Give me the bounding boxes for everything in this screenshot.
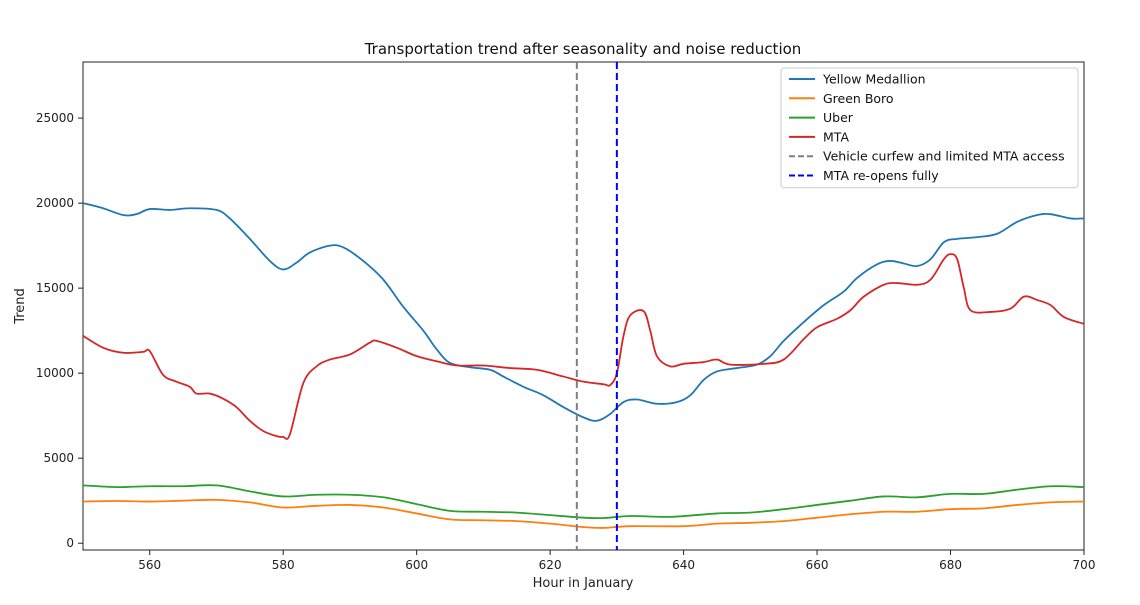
chart-title: Transportation trend after seasonality a…	[364, 40, 802, 58]
x-tick-label: 600	[405, 558, 428, 572]
series-line-uber	[83, 484, 1084, 520]
legend-label-uber: Uber	[823, 110, 854, 125]
legend-label-green-boro: Green Boro	[823, 91, 894, 106]
legend-box	[780, 67, 1079, 189]
x-tick-label: 620	[539, 558, 562, 572]
y-tick-label: 10000	[36, 366, 74, 380]
legend-label-mta: MTA	[823, 129, 849, 144]
series-line-green-boro	[83, 498, 1084, 529]
legend-label-vehicle-curfew-and-limited-mta-access: Vehicle curfew and limited MTA access	[823, 149, 1065, 164]
x-tick-label: 700	[1073, 558, 1096, 572]
x-tick-label: 680	[939, 558, 962, 572]
x-tick-label: 580	[272, 558, 295, 572]
y-tick-label: 20000	[36, 196, 74, 210]
y-axis-label: Trend	[13, 288, 28, 325]
series-lines	[83, 202, 1084, 529]
series-line-mta	[83, 253, 1084, 440]
x-tick-label: 560	[138, 558, 161, 572]
y-tick-label: 5000	[43, 451, 74, 465]
legend-label-yellow-medallion: Yellow Medallion	[822, 72, 926, 87]
x-tick-label: 640	[672, 558, 695, 572]
plot-area-frame	[82, 61, 1085, 551]
y-axis: 0 5000 10000 15000 20000 25000	[36, 111, 83, 550]
x-axis: 560 580 600 620 640 660 680 700	[138, 550, 1095, 572]
legend: Yellow Medallion Green Boro Uber MTA Vehicle…	[780, 67, 1079, 189]
series-line-yellow-medallion	[83, 202, 1084, 422]
vertical-markers	[575, 62, 618, 550]
legend-label-mta-re-opens-fully: MTA re-opens fully	[823, 168, 939, 183]
x-tick-label: 660	[806, 558, 829, 572]
y-tick-label: 0	[66, 536, 74, 550]
y-tick-label: 15000	[36, 281, 74, 295]
x-axis-label: Hour in January	[533, 576, 634, 591]
y-tick-label: 25000	[36, 111, 74, 125]
